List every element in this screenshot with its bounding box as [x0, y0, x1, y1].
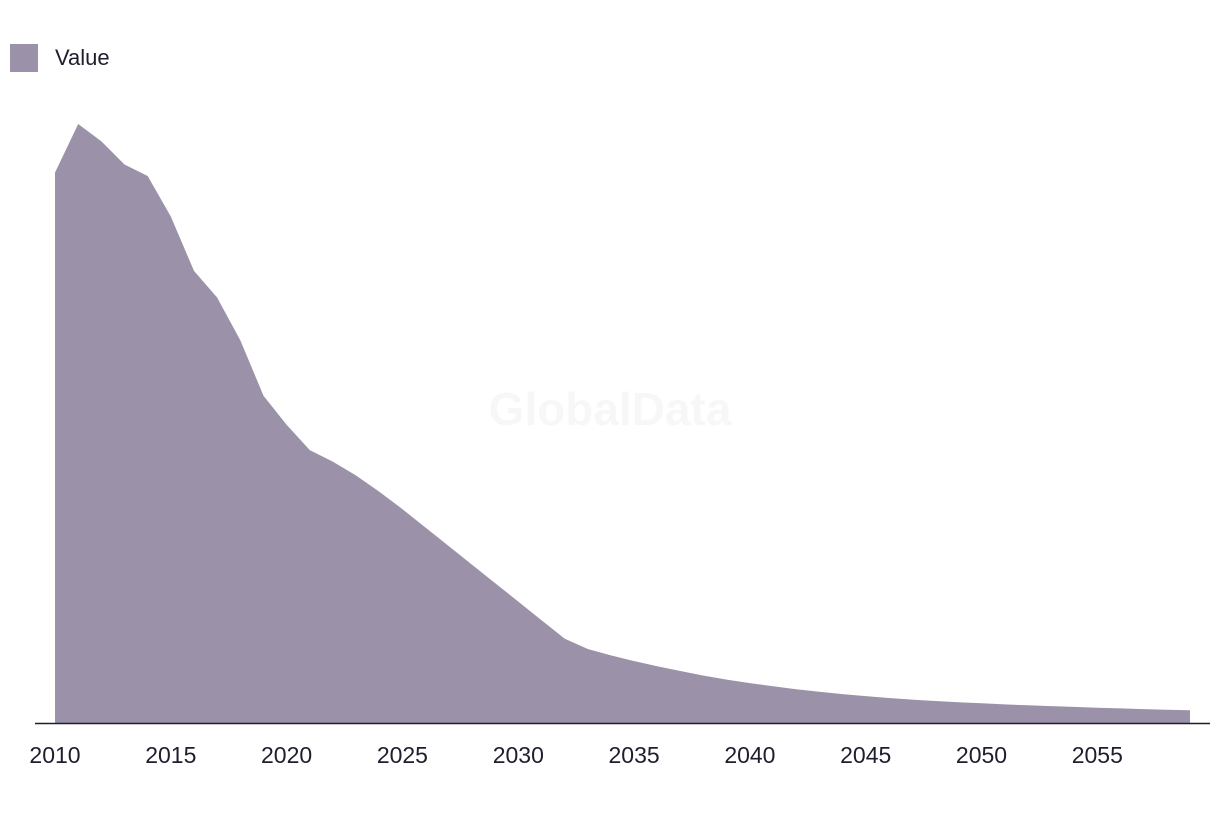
- x-axis-ticks: 2010 2015 2020 2025 2030 2035 2040 2045 2050 2055: [29, 742, 1122, 768]
- x-tick-label: 2055: [1072, 742, 1123, 768]
- watermark: GlobalData: [489, 383, 732, 435]
- x-tick-label: 2020: [261, 742, 312, 768]
- legend-label: Value: [55, 45, 110, 70]
- x-tick-label: 2045: [840, 742, 891, 768]
- x-tick-label: 2030: [493, 742, 544, 768]
- legend: Value: [10, 44, 110, 72]
- x-tick-label: 2025: [377, 742, 428, 768]
- x-tick-label: 2050: [956, 742, 1007, 768]
- x-tick-label: 2010: [29, 742, 80, 768]
- legend-swatch: [10, 44, 38, 72]
- x-tick-label: 2015: [145, 742, 196, 768]
- x-tick-label: 2035: [609, 742, 660, 768]
- series-area-value: [55, 124, 1190, 723]
- x-tick-label: 2040: [724, 742, 775, 768]
